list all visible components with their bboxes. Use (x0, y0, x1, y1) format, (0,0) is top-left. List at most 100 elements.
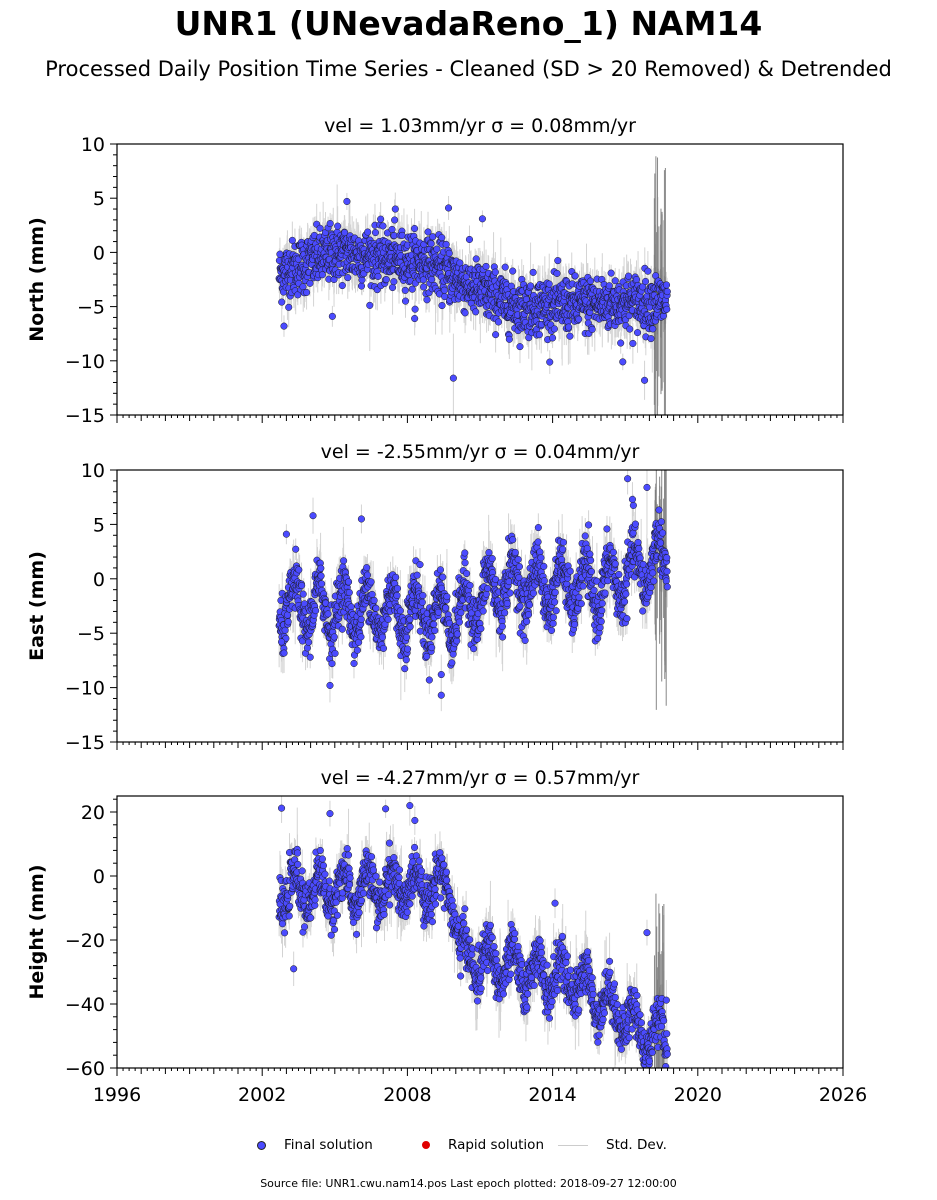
data-point (292, 545, 300, 553)
data-point (438, 234, 446, 242)
data-point (527, 282, 535, 290)
data-point (374, 272, 382, 280)
data-point (331, 649, 339, 657)
data-point (288, 236, 296, 244)
data-point (312, 607, 320, 615)
data-point (299, 590, 307, 598)
data-point (306, 653, 314, 661)
data-point (338, 625, 346, 633)
y-tick-label: −10 (65, 351, 105, 373)
data-point (647, 335, 655, 343)
y-tick-label: 0 (93, 242, 105, 264)
data-point (401, 297, 410, 305)
data-point (529, 268, 537, 276)
data-point (280, 649, 288, 657)
data-point (545, 280, 553, 288)
data-point (456, 259, 464, 267)
data-point (626, 325, 634, 333)
data-point (281, 626, 289, 634)
data-point (641, 376, 649, 384)
data-point (546, 358, 554, 366)
data-point (303, 644, 311, 652)
data-point (445, 249, 453, 257)
page-subtitle: Processed Daily Position Time Series - C… (45, 57, 892, 81)
data-point (494, 318, 503, 326)
data-point (411, 305, 419, 313)
data-point (318, 580, 326, 588)
data-point (617, 339, 625, 347)
data-point (611, 277, 619, 285)
data-point (553, 269, 561, 277)
data-point (318, 271, 326, 279)
final-solution-points (275, 197, 671, 384)
data-point (442, 240, 450, 248)
data-point (492, 331, 500, 339)
data-point (317, 572, 325, 580)
data-point (505, 335, 513, 343)
data-point (306, 279, 314, 287)
data-point (472, 308, 480, 316)
data-point (554, 257, 562, 265)
data-point (605, 282, 613, 290)
data-point (429, 233, 437, 241)
data-point (461, 309, 469, 317)
plot-area (275, 156, 671, 415)
data-point (283, 611, 291, 619)
data-point (357, 282, 366, 290)
y-ticks (110, 143, 117, 416)
data-point (663, 305, 671, 313)
data-point (326, 220, 334, 228)
data-point (629, 339, 637, 347)
data-point (324, 610, 332, 618)
data-point (649, 325, 657, 333)
data-point (501, 263, 509, 271)
data-point (644, 267, 652, 275)
data-point (420, 283, 428, 291)
data-point (294, 291, 302, 299)
y-tick-label: −15 (65, 405, 105, 427)
data-point (428, 275, 436, 284)
data-point (328, 660, 336, 668)
data-point (642, 277, 650, 286)
data-point (427, 240, 435, 248)
data-point (444, 204, 453, 212)
y-tick-label: −5 (77, 297, 105, 319)
data-point (340, 557, 348, 565)
data-point (449, 374, 457, 382)
data-point (575, 315, 583, 323)
y-axis-label: North (mm) (26, 217, 48, 342)
data-point (408, 285, 416, 293)
data-point (571, 272, 579, 280)
plot-area (275, 470, 671, 712)
data-point (338, 281, 346, 290)
y-tick-label: 10 (81, 134, 105, 156)
data-point (491, 268, 499, 276)
data-point (588, 325, 596, 333)
data-point (391, 205, 399, 213)
data-point (624, 272, 633, 280)
data-point (388, 225, 396, 233)
data-point (317, 564, 325, 572)
data-point (465, 235, 474, 244)
data-point (295, 566, 303, 574)
data-point (382, 275, 390, 284)
data-point (478, 215, 486, 223)
data-point (390, 278, 398, 286)
page-title: UNR1 (UNevadaReno_1) NAM14 (174, 4, 763, 43)
data-point (419, 276, 427, 284)
data-point (535, 331, 543, 339)
data-point (398, 231, 406, 239)
data-point (633, 329, 642, 337)
data-point (607, 269, 615, 277)
data-point (619, 358, 627, 366)
data-point (389, 284, 397, 292)
data-point (278, 298, 286, 306)
data-point (586, 277, 594, 285)
final-solution-points (275, 475, 671, 699)
data-point (280, 322, 288, 330)
data-point (433, 245, 441, 253)
data-point (566, 332, 574, 340)
data-point (299, 283, 307, 291)
data-point (632, 275, 641, 284)
data-point (377, 215, 385, 223)
